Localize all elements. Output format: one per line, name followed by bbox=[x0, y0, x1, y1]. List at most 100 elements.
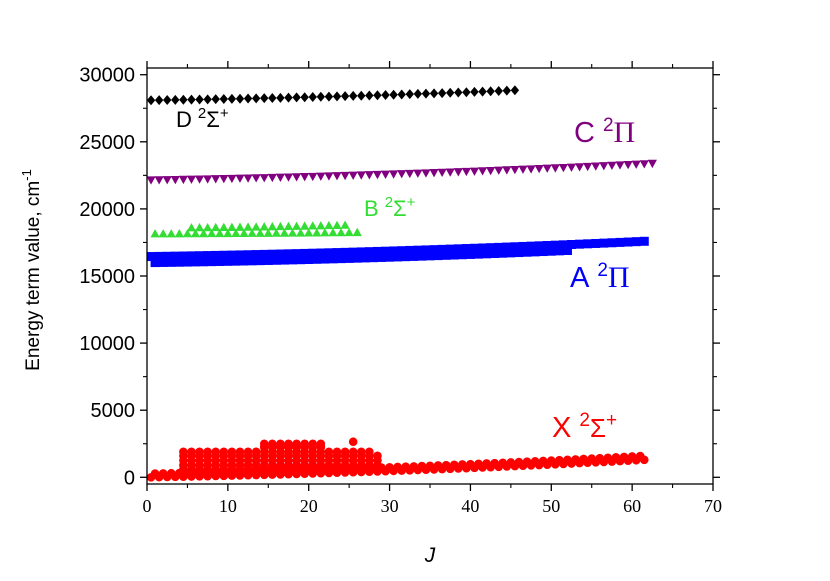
data-point-x bbox=[546, 456, 556, 465]
data-point-a bbox=[174, 257, 184, 267]
data-point-a bbox=[186, 251, 196, 261]
data-point-x bbox=[243, 447, 253, 457]
data-point-d bbox=[421, 88, 431, 99]
data-point-a bbox=[502, 242, 512, 252]
data-point-b bbox=[223, 228, 233, 238]
data-point-a bbox=[623, 237, 633, 247]
data-point-c bbox=[574, 163, 585, 172]
data-point-a bbox=[542, 240, 552, 250]
data-point-c bbox=[518, 165, 528, 174]
data-point-b bbox=[328, 228, 338, 237]
data-point-b bbox=[283, 221, 294, 231]
data-point-a bbox=[178, 251, 188, 261]
data-point-c bbox=[170, 175, 180, 185]
data-point-d bbox=[413, 88, 423, 99]
data-point-b bbox=[271, 228, 281, 237]
data-point-a bbox=[267, 249, 277, 259]
data-point-d bbox=[146, 95, 156, 106]
data-point-b bbox=[336, 227, 346, 237]
data-point-d bbox=[243, 93, 253, 104]
data-point-a bbox=[575, 239, 585, 249]
data-point-c bbox=[348, 171, 358, 180]
series-label-d-letter: D bbox=[176, 107, 192, 132]
data-point-a bbox=[263, 255, 273, 265]
data-point-d bbox=[373, 90, 382, 101]
data-point-c bbox=[340, 171, 350, 181]
data-point-x bbox=[187, 447, 196, 457]
data-point-c bbox=[445, 168, 455, 177]
data-point-a bbox=[284, 249, 293, 259]
data-point-c bbox=[186, 175, 197, 184]
y-tick-label: 15000 bbox=[79, 266, 135, 288]
data-point-a bbox=[259, 249, 269, 259]
y-tick-label: 0 bbox=[124, 467, 135, 489]
y-tick-label: 30000 bbox=[79, 65, 135, 87]
data-point-a bbox=[498, 248, 508, 258]
data-point-a bbox=[150, 258, 160, 268]
data-point-x bbox=[195, 447, 204, 457]
data-point-a bbox=[154, 251, 164, 261]
data-point-a bbox=[227, 250, 237, 260]
data-point-x bbox=[441, 460, 451, 470]
data-point-d bbox=[332, 91, 342, 102]
data-point-a bbox=[219, 250, 229, 260]
data-point-a bbox=[425, 251, 435, 261]
data-point-a bbox=[631, 237, 641, 247]
series-label-x-sign: + bbox=[606, 410, 617, 431]
data-point-a bbox=[360, 253, 370, 263]
data-point-c bbox=[639, 160, 649, 169]
data-point-x bbox=[482, 459, 491, 468]
data-point-a bbox=[591, 238, 601, 248]
data-point-x bbox=[158, 469, 168, 478]
data-point-a bbox=[372, 246, 382, 256]
data-point-b bbox=[263, 228, 273, 237]
data-point-x bbox=[571, 455, 580, 464]
y-tick-label: 5000 bbox=[91, 400, 136, 422]
data-point-c bbox=[235, 174, 245, 183]
data-point-a bbox=[429, 245, 439, 255]
data-point-c bbox=[259, 174, 269, 183]
data-point-c bbox=[372, 170, 383, 180]
data-point-a bbox=[401, 252, 411, 262]
data-point-b bbox=[300, 221, 310, 230]
data-point-a bbox=[550, 240, 560, 250]
data-point-c bbox=[583, 162, 593, 172]
data-point-d bbox=[227, 93, 237, 104]
data-point-a bbox=[243, 250, 253, 260]
data-point-b bbox=[267, 222, 277, 231]
data-point-a bbox=[449, 250, 459, 260]
series-label-c-superscript: 2 bbox=[603, 115, 614, 136]
data-point-c bbox=[566, 163, 577, 172]
data-point-a bbox=[344, 253, 354, 263]
data-point-a bbox=[530, 247, 540, 257]
data-point-a bbox=[478, 243, 488, 253]
data-point-a bbox=[405, 245, 415, 255]
data-point-a bbox=[413, 245, 423, 255]
data-point-d bbox=[203, 94, 212, 105]
data-point-c bbox=[437, 168, 447, 178]
data-point-d bbox=[494, 85, 503, 96]
series-label-b: B 2Σ+ bbox=[364, 194, 416, 221]
data-point-c bbox=[526, 165, 536, 174]
data-point-c bbox=[389, 170, 399, 179]
data-point-a bbox=[510, 242, 520, 252]
data-point-a bbox=[562, 246, 572, 256]
data-point-x bbox=[555, 455, 564, 465]
data-point-a bbox=[376, 252, 386, 262]
data-point-a bbox=[385, 252, 395, 262]
data-point-d bbox=[470, 86, 479, 97]
data-point-a bbox=[332, 248, 342, 258]
data-point-d bbox=[340, 91, 350, 102]
data-point-b bbox=[320, 228, 330, 237]
data-point-d bbox=[510, 85, 520, 96]
data-point-c bbox=[154, 176, 164, 185]
data-point-b bbox=[332, 220, 342, 229]
data-point-a bbox=[469, 243, 479, 253]
series-label-d-superscript: 2 bbox=[198, 105, 206, 122]
data-point-c bbox=[599, 162, 609, 171]
data-point-d bbox=[219, 94, 229, 105]
data-point-b bbox=[316, 221, 326, 230]
data-point-d bbox=[251, 93, 261, 104]
data-point-a bbox=[308, 248, 318, 258]
